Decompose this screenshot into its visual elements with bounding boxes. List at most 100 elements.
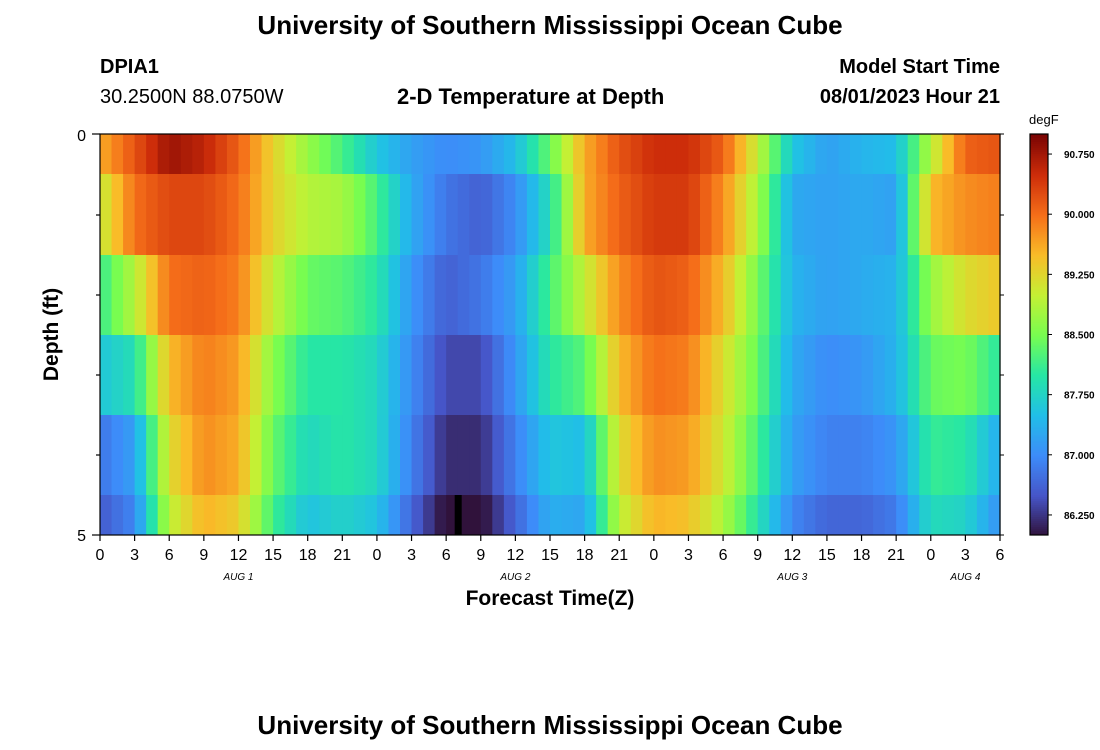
heatmap-cell <box>307 415 320 495</box>
heatmap-cell <box>261 255 274 335</box>
colorbar-segment <box>1030 418 1048 422</box>
heatmap-cell <box>596 255 609 335</box>
colorbar-segment <box>1030 366 1048 370</box>
heatmap-cell <box>838 174 851 255</box>
colorbar-segment <box>1030 296 1048 299</box>
heatmap-cell <box>561 415 574 495</box>
heatmap-cell <box>584 335 597 415</box>
heatmap-cell <box>826 134 840 174</box>
heatmap-cell <box>203 495 216 535</box>
heatmap-cell <box>123 255 136 335</box>
heatmap-cell <box>307 174 320 255</box>
colorbar-segment <box>1030 268 1048 271</box>
x-tick-label: 0 <box>649 547 658 564</box>
colorbar-segment <box>1030 526 1048 530</box>
heatmap-cell <box>169 495 182 535</box>
heatmap-cell <box>319 335 332 415</box>
colorbar-segment <box>1030 150 1048 153</box>
heatmap-cell <box>296 415 309 495</box>
heatmap-cell <box>757 174 770 255</box>
heatmap-cell <box>284 174 297 255</box>
heatmap-cell <box>815 255 828 335</box>
colorbar-segment <box>1030 178 1048 181</box>
heatmap-cell <box>688 415 701 495</box>
colorbar-segment <box>1030 374 1048 378</box>
colorbar-segment <box>1030 414 1048 418</box>
heatmap-cell <box>215 335 228 415</box>
colorbar-segment <box>1030 194 1048 197</box>
heatmap-cell <box>411 495 424 535</box>
heatmap-cell <box>642 134 655 174</box>
heatmap-cell <box>100 495 113 535</box>
heatmap-cell <box>665 174 678 255</box>
heatmap-cell <box>469 335 482 415</box>
colorbar-segment <box>1030 424 1048 428</box>
heatmap-cell <box>423 134 436 174</box>
heatmap-cell <box>700 415 713 495</box>
colorbar-segment <box>1030 533 1048 536</box>
heatmap-cell <box>746 415 759 495</box>
heatmap-cell <box>400 134 413 174</box>
heatmap-cell <box>723 495 736 535</box>
heatmap-cell <box>157 495 170 535</box>
heatmap-cell <box>642 255 655 335</box>
heatmap-cell <box>653 174 666 255</box>
colorbar-segment <box>1030 392 1048 396</box>
heatmap-cell <box>942 335 955 415</box>
heatmap-cell <box>411 134 424 174</box>
heatmap-cell <box>192 174 205 255</box>
heatmap-cell <box>400 415 413 495</box>
colorbar-segment <box>1030 292 1048 295</box>
colorbar-segment <box>1030 410 1048 414</box>
colorbar-segment <box>1030 322 1048 325</box>
colorbar-segment <box>1030 202 1048 205</box>
heatmap-cell <box>550 255 563 335</box>
colorbar-segment <box>1030 256 1048 259</box>
heatmap-cell <box>561 134 574 174</box>
heatmap-cell <box>273 415 286 495</box>
colorbar-segment <box>1030 336 1048 339</box>
heatmap-cell <box>192 335 205 415</box>
heatmap-cell <box>250 174 263 255</box>
heatmap-cell <box>850 174 863 255</box>
heatmap-cell <box>700 335 713 415</box>
date-label: AUG 3 <box>776 572 807 583</box>
x-tick-label: 6 <box>719 547 728 564</box>
heatmap-cell <box>596 415 609 495</box>
colorbar-segment <box>1030 386 1048 390</box>
heatmap-cell <box>503 255 516 335</box>
heatmap-cell <box>526 495 540 535</box>
heatmap-cell <box>365 335 378 415</box>
colorbar-segment <box>1030 146 1048 149</box>
colorbar-segment <box>1030 342 1048 346</box>
heatmap-cell <box>711 255 724 335</box>
heatmap-cell <box>607 255 620 335</box>
heatmap-cell <box>561 174 574 255</box>
heatmap-cell <box>792 255 805 335</box>
colorbar-segment <box>1030 378 1048 382</box>
colorbar-segment <box>1030 266 1048 269</box>
heatmap-cell <box>365 134 378 174</box>
heatmap-cell <box>815 134 828 174</box>
heatmap-cell <box>157 335 170 415</box>
heatmap-cell <box>642 495 655 535</box>
heatmap-cell <box>134 255 147 335</box>
heatmap-cell <box>469 415 482 495</box>
heatmap-cell <box>700 134 713 174</box>
heatmap-cell <box>330 255 343 335</box>
colorbar-segment <box>1030 394 1048 398</box>
heatmap-cell <box>976 415 990 495</box>
heatmap-cell <box>492 255 505 335</box>
heatmap-cell <box>723 174 736 255</box>
chart-title: University of Southern Mississippi Ocean… <box>257 10 843 40</box>
colorbar-segment <box>1030 438 1048 442</box>
heatmap-cell <box>273 255 286 335</box>
heatmap-cell <box>169 415 182 495</box>
heatmap-cell <box>180 134 193 174</box>
heatmap-cell <box>850 255 863 335</box>
heatmap-cell <box>976 255 990 335</box>
colorbar-segment <box>1030 450 1048 454</box>
heatmap-cell <box>203 174 216 255</box>
colorbar-segment <box>1030 384 1048 388</box>
colorbar-segment <box>1030 210 1048 213</box>
